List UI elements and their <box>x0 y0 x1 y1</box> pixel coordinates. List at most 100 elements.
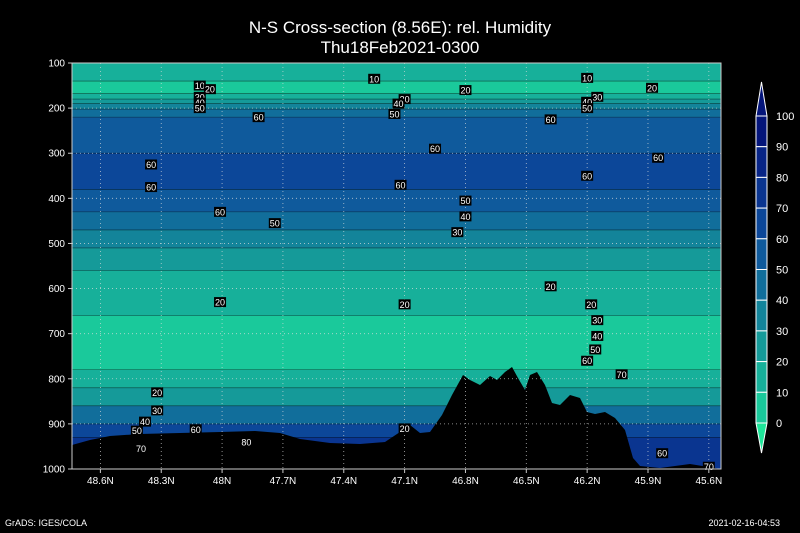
colorbar-seg-4 <box>755 238 768 271</box>
band-9 <box>72 211 721 231</box>
contour-label-42: 70 <box>136 444 146 454</box>
colorbar-label-4: 60 <box>776 234 788 246</box>
humidity-bands <box>72 63 721 469</box>
colorbar-seg-3 <box>755 207 768 240</box>
colorbar-label-7: 30 <box>776 326 788 338</box>
x-tick-label-6: 46.8N <box>452 476 479 487</box>
terrain-silhouette <box>72 367 721 469</box>
contour-label-25: 50 <box>460 196 470 206</box>
contour-label-35: 60 <box>582 356 592 366</box>
contour-label-4: 50 <box>195 104 205 114</box>
contour-label-34: 50 <box>590 345 600 355</box>
footer-timestamp: 2021-02-16-04:53 <box>708 518 780 528</box>
contour-label-13: 50 <box>582 104 592 114</box>
colorbar-label-9: 10 <box>776 387 788 399</box>
colorbar-label-1: 90 <box>776 142 788 154</box>
contour-label-31: 20 <box>586 300 596 310</box>
colorbar-seg-7 <box>755 330 768 363</box>
contour-label-box-15 <box>252 112 265 123</box>
x-tick-label-10: 45.6N <box>695 476 722 487</box>
contour-label-41: 60 <box>191 425 201 435</box>
contour-label-box-33 <box>591 330 604 341</box>
contour-label-5: 10 <box>369 74 379 84</box>
contour-label-1: 20 <box>205 85 215 95</box>
contour-label-0: 10 <box>195 81 205 91</box>
contour-label-box-4 <box>193 103 206 114</box>
x-tick-label-5: 47.1N <box>391 476 418 487</box>
contour-label-box-34 <box>589 344 602 355</box>
contour-label-16: 60 <box>146 160 156 170</box>
contour-label-box-16 <box>145 159 158 170</box>
contour-label-36: 70 <box>617 370 627 380</box>
contour-label-22: 60 <box>653 153 663 163</box>
band-16 <box>72 405 721 425</box>
colorbar-seg-9 <box>755 391 768 424</box>
contour-label-box-37 <box>151 387 164 398</box>
contour-label-box-23 <box>214 206 227 217</box>
contour-label-box-11 <box>591 91 604 102</box>
x-tick-label-1: 48.3N <box>148 476 175 487</box>
contour-label-46: 70 <box>704 462 714 472</box>
y-tick-label-2: 300 <box>48 149 65 160</box>
x-tick-label-8: 46.2N <box>574 476 601 487</box>
x-tick-label-4: 47.4N <box>330 476 357 487</box>
contour-label-33: 40 <box>592 331 602 341</box>
contour-label-28: 20 <box>215 298 225 308</box>
x-axis: 48.6N 48.3N 48N 47.7N 47.4N 47.1N 46.8N 46.5N 46… <box>87 469 722 487</box>
contour-label-box-5 <box>368 73 381 84</box>
contour-label-2: 30 <box>195 92 205 102</box>
colorbar-bottom-arrow <box>755 422 768 454</box>
x-tick-label-7: 46.5N <box>513 476 540 487</box>
contour-label-box-44 <box>398 423 411 434</box>
chart-title: N-S Cross-section (8.56E): rel. Humidity <box>248 18 552 37</box>
contour-label-box-40 <box>130 425 143 436</box>
contour-label-23: 60 <box>215 207 225 217</box>
colorbar-top-arrow <box>755 81 768 117</box>
contour-labels: 1020304050102030405010304050206060606060… <box>130 72 715 472</box>
band-11 <box>72 247 721 272</box>
contour-label-box-36 <box>615 369 628 380</box>
contour-label-29: 20 <box>400 300 410 310</box>
contour-label-box-0 <box>193 80 206 91</box>
contour-label-box-13 <box>581 103 594 114</box>
colorbar-label-10: 0 <box>776 418 782 430</box>
colorbar-label-8: 20 <box>776 357 788 369</box>
colorbar-label-6: 40 <box>776 295 788 307</box>
contour-label-box-20 <box>544 114 557 125</box>
y-tick-label-5: 600 <box>48 284 65 295</box>
contour-label-26: 40 <box>460 212 470 222</box>
contour-label-21: 60 <box>582 171 592 181</box>
colorbar-label-0: 100 <box>776 111 794 123</box>
contour-label-7: 30 <box>400 95 410 105</box>
contour-label-11: 30 <box>592 92 602 102</box>
contour-label-30: 20 <box>546 282 556 292</box>
contour-label-box-30 <box>544 281 557 292</box>
contour-label-20: 60 <box>546 115 556 125</box>
contour-label-box-24 <box>268 218 281 229</box>
contour-label-8: 40 <box>394 99 404 109</box>
contour-label-box-10 <box>581 72 594 83</box>
colorbar-label-5: 50 <box>776 265 788 277</box>
y-tick-label-3: 400 <box>48 194 65 205</box>
contour-label-12: 40 <box>582 97 592 107</box>
y-tick-label-1: 200 <box>48 104 65 115</box>
contour-label-box-38 <box>151 405 164 416</box>
contour-label-10: 10 <box>582 73 592 83</box>
contour-label-box-39 <box>139 416 152 427</box>
y-tick-label-4: 500 <box>48 239 65 250</box>
contour-label-14: 20 <box>647 83 657 93</box>
contour-label-40: 50 <box>132 426 142 436</box>
contour-label-box-42 <box>134 443 147 454</box>
colorbar-seg-0 <box>755 115 768 148</box>
contour-label-box-41 <box>189 424 202 435</box>
contour-label-24: 50 <box>270 219 280 229</box>
y-axis: 100 200 300 400 500 600 700 800 900 1000 <box>43 59 72 476</box>
x-tick-label-9: 45.9N <box>635 476 662 487</box>
colorbar-label-3: 70 <box>776 203 788 215</box>
band-0 <box>72 63 721 82</box>
y-tick-label-0: 100 <box>48 59 65 70</box>
contour-label-18: 60 <box>396 180 406 190</box>
contour-label-box-7 <box>398 94 411 105</box>
band-8 <box>72 189 721 213</box>
contour-label-box-27 <box>451 227 464 238</box>
